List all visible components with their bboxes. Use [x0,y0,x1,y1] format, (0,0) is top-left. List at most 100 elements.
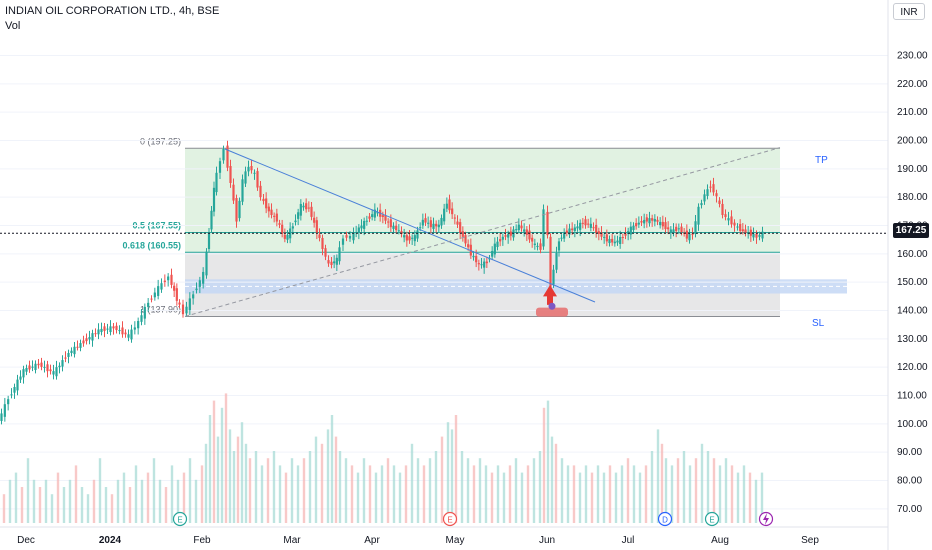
volume-bar [208,415,212,523]
candle-body [661,221,664,227]
candle-body [360,225,363,229]
volume-bar [502,472,506,523]
candle-body [387,221,390,223]
candle-body [357,227,360,233]
candle-body [222,149,225,161]
candle-body [324,248,327,257]
volume-bar [398,472,402,523]
volume-bar [392,465,396,523]
candle-body [150,298,153,300]
candle-body [675,226,678,231]
candle-body [10,394,13,396]
candle-body [549,236,552,288]
candle-body [157,286,160,296]
candle-body [405,235,408,241]
price-tick-label: 140.00 [897,306,928,317]
candle-body [397,230,400,232]
last-price-tag: 167.25 [893,223,929,238]
time-tick-label: Mar [283,535,301,546]
candle-body [477,263,480,265]
candle-body [611,238,614,243]
candle-body [758,235,761,237]
time-tick-label: Jun [539,535,555,546]
volume-bar [86,494,90,523]
candle-body [330,261,333,265]
currency-button[interactable]: INR [893,3,925,20]
price-tick-label: 220.00 [897,79,928,90]
time-tick-label: Apr [364,535,380,546]
volume-bar [620,465,624,523]
candle-body [546,211,549,236]
candle-body [392,225,395,229]
candle-body [365,220,368,222]
volume-bar [754,479,758,523]
price-tick-label: 230.00 [897,51,928,62]
volume-bar [578,472,582,523]
volume-bar [590,472,594,523]
candle-body [496,241,499,248]
price-tick-label: 150.00 [897,277,928,288]
candle-body [727,218,730,221]
candle-body [480,264,483,266]
volume-bar [278,465,282,523]
candle-body [43,366,46,368]
candle-body [637,222,640,225]
price-tick-label: 160.00 [897,249,928,260]
candle-body [226,145,229,168]
candle-body [755,233,758,238]
volume-bar [410,443,414,523]
volume-bar [532,458,536,523]
fib-label: 0 (197.25) [140,136,181,146]
candle-body [613,241,616,244]
candle-body [202,271,205,284]
volume-bar [466,458,470,523]
volume-bar [56,472,60,523]
candle-body [427,222,430,224]
volume-bar [74,465,78,523]
candle-body [421,219,424,226]
time-tick-label: Dec [17,535,35,546]
candle-body [581,222,584,224]
volume-bar [688,465,692,523]
candle-body [22,369,25,378]
candle-body [58,365,61,368]
volume-bar [560,458,564,523]
candle-body [137,320,140,329]
candle-body [106,328,109,330]
time-tick-label: Sep [801,535,819,546]
candle-body [621,237,624,239]
candle-body [700,203,703,206]
candle-body [589,223,592,228]
candle-body [212,187,216,212]
candle-body [579,222,582,230]
candle-body [115,325,118,331]
candle-body [571,228,574,231]
candle-body [395,225,398,231]
candle-body [153,292,156,298]
price-tick-label: 80.00 [897,476,922,487]
candle-body [143,306,146,319]
price-tick-label: 100.00 [897,419,928,430]
candle-body [19,376,22,380]
candle-body [721,203,724,216]
candle-body [97,329,100,335]
volume-bar [290,458,294,523]
candle-body [321,237,324,250]
volume-bar [614,472,618,523]
candle-body [259,185,262,198]
stop-loss-label: SL [812,318,825,329]
candle-body [40,362,43,367]
volume-bar [338,451,342,523]
candle-body [656,219,659,222]
candle-body [733,222,736,226]
volume-bar [434,451,438,523]
candle-body [453,217,456,219]
volume-bar [602,472,606,523]
candle-body [542,209,545,247]
volume-bar [484,465,488,523]
time-tick-label: Jul [622,535,635,546]
candle-body [667,227,670,230]
candle-body [491,251,494,257]
candle-body [736,226,739,228]
